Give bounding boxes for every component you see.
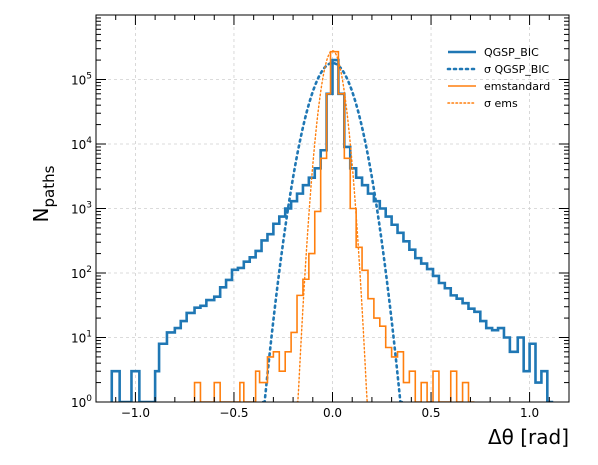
y-tick-exponent: 3 — [86, 201, 92, 211]
grid — [96, 15, 569, 402]
series-emstandard-line — [190, 50, 475, 402]
x-tick-label: 1.0 — [520, 406, 539, 420]
y-axis-title-sub: paths — [40, 165, 58, 207]
y-tick-label: 105 — [71, 72, 92, 88]
y-tick-base: 10 — [71, 138, 86, 152]
x-tick-label: 0.0 — [323, 406, 342, 420]
legend-label-qgsp-bic: QGSP_BIC — [484, 46, 539, 59]
y-tick-label: 103 — [71, 201, 92, 217]
x-axis-title: Δθ [rad] — [488, 425, 569, 449]
legend: QGSP_BIC σ QGSP_BIC emstandard σ ems — [446, 46, 550, 110]
y-tick-base: 10 — [71, 203, 86, 217]
x-tick-label: −1.0 — [121, 406, 150, 420]
y-axis-title-main: N — [29, 207, 53, 222]
y-tick-exponent: 4 — [86, 136, 92, 146]
y-tick-exponent: 0 — [86, 394, 92, 404]
series-ems-line — [296, 49, 369, 402]
x-tick-label: −0.5 — [219, 406, 248, 420]
legend-label-emstandard: emstandard — [484, 80, 550, 93]
y-tick-exponent: 5 — [86, 72, 92, 82]
y-tick-label: 104 — [71, 136, 92, 152]
y-tick-base: 10 — [71, 267, 86, 281]
y-axis-title: Npaths — [29, 165, 58, 222]
x-tick-label: 0.5 — [421, 406, 440, 420]
y-tick-exponent: 1 — [86, 330, 92, 340]
legend-label-ems: σ ems — [484, 97, 518, 110]
y-tick-label: 101 — [71, 330, 92, 346]
y-tick-base: 10 — [71, 74, 86, 88]
series-layer — [110, 49, 554, 402]
y-tick-base: 10 — [71, 332, 86, 346]
y-tick-label: 100 — [71, 394, 92, 410]
y-tick-label: 102 — [71, 265, 92, 281]
y-tick-exponent: 2 — [86, 265, 92, 275]
y-tick-base: 10 — [71, 396, 86, 410]
legend-label-qgsp-bic: σ QGSP_BIC — [484, 63, 550, 76]
